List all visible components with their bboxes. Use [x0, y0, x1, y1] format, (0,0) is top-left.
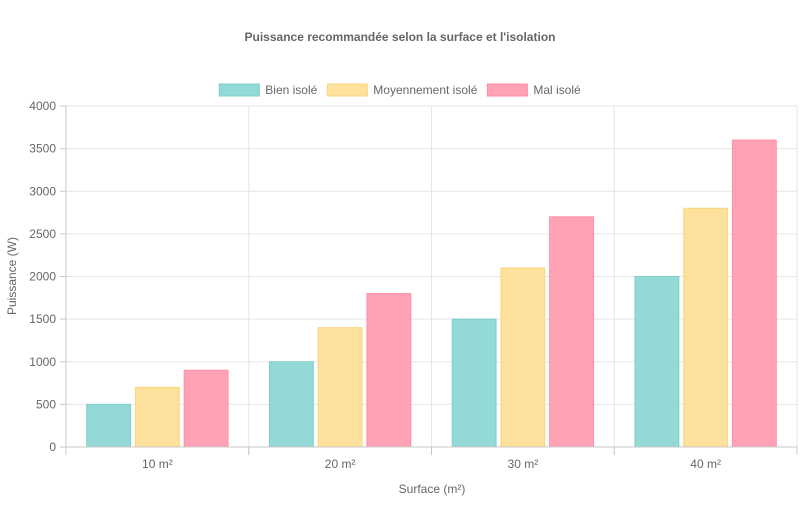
bar: [549, 216, 595, 448]
grid-lines: [66, 105, 798, 455]
x-tick-label: 10 m²: [142, 457, 173, 471]
legend-item[interactable]: Moyennement isolé: [326, 83, 478, 97]
legend: Bien isolé Moyennement isolé Mal isolé: [218, 83, 581, 97]
bar: [634, 276, 680, 448]
legend-label: Bien isolé: [265, 83, 317, 97]
y-axis-label: Puissance (W): [5, 237, 19, 315]
bar: [317, 327, 363, 448]
bar: [731, 139, 777, 448]
y-axis-ticks: 0 500 1000 1500 2000 2500 3000 3500 4000: [29, 99, 66, 454]
x-axis-ticks: 10 m² 20 m² 30 m² 40 m²: [65, 447, 798, 471]
y-tick-label: 3500: [29, 142, 56, 156]
bar: [134, 386, 180, 448]
x-tick-label: 30 m²: [508, 457, 539, 471]
y-tick-label: 4000: [29, 99, 56, 113]
bar: [683, 207, 729, 448]
y-tick-label: 2500: [29, 227, 56, 241]
bar: [451, 318, 497, 448]
legend-swatch: [218, 83, 260, 97]
x-tick-label: 20 m²: [325, 457, 356, 471]
y-tick-label: 1500: [29, 312, 56, 326]
y-tick-label: 2000: [29, 270, 56, 284]
legend-label: Moyennement isolé: [373, 83, 477, 97]
legend-label: Mal isolé: [533, 83, 581, 97]
x-axis-label: Surface (m²): [399, 482, 466, 496]
y-tick-label: 500: [36, 397, 56, 411]
y-tick-label: 0: [49, 440, 56, 454]
legend-item[interactable]: Bien isolé: [218, 83, 318, 97]
x-tick-label: 40 m²: [690, 457, 721, 471]
bar: [366, 293, 412, 448]
bar: [500, 267, 546, 448]
bars: [86, 139, 777, 448]
bar: [86, 403, 132, 448]
y-tick-label: 1000: [29, 355, 56, 369]
bar: [268, 361, 314, 448]
chart-title: Puissance recommandée selon la surface e…: [245, 30, 556, 44]
legend-swatch: [326, 83, 368, 97]
legend-swatch: [486, 83, 528, 97]
legend-item[interactable]: Mal isolé: [486, 83, 581, 97]
bar: [183, 369, 229, 448]
y-tick-label: 3000: [29, 184, 56, 198]
